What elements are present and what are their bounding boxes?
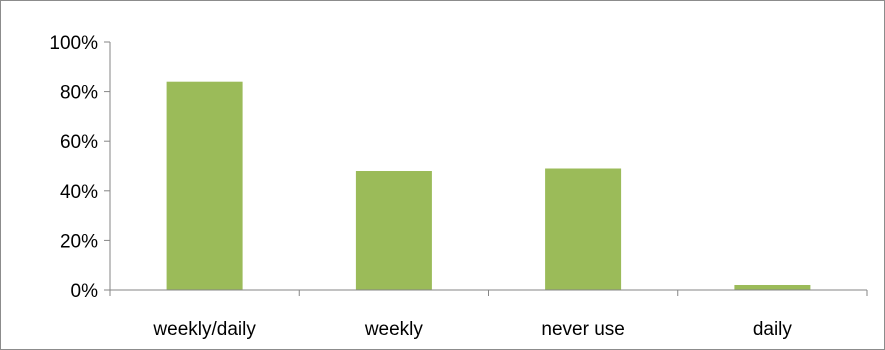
bar-weekly (355, 171, 432, 290)
x-tick-label: weekly/daily (152, 319, 256, 340)
x-tick-label: weekly (364, 319, 424, 340)
y-tick-label: 100% (49, 33, 98, 54)
bar-daily (734, 285, 811, 290)
bar-weekly-daily (166, 81, 243, 290)
y-tick-label: 80% (60, 83, 98, 104)
labels-layer: 0% 20% 40% 60% 80% 100% weekly/daily weekly neve… (49, 33, 792, 340)
y-tick-label: 60% (60, 132, 98, 153)
y-tick-label: 0% (71, 281, 99, 302)
y-tick-label: 20% (60, 231, 98, 252)
bar-never-use (545, 168, 622, 290)
x-tick-label: daily (753, 319, 793, 340)
x-tick-label: never use (541, 319, 624, 340)
y-tick-label: 40% (60, 182, 98, 203)
axes-layer (104, 41, 868, 296)
bars-layer (166, 81, 811, 290)
